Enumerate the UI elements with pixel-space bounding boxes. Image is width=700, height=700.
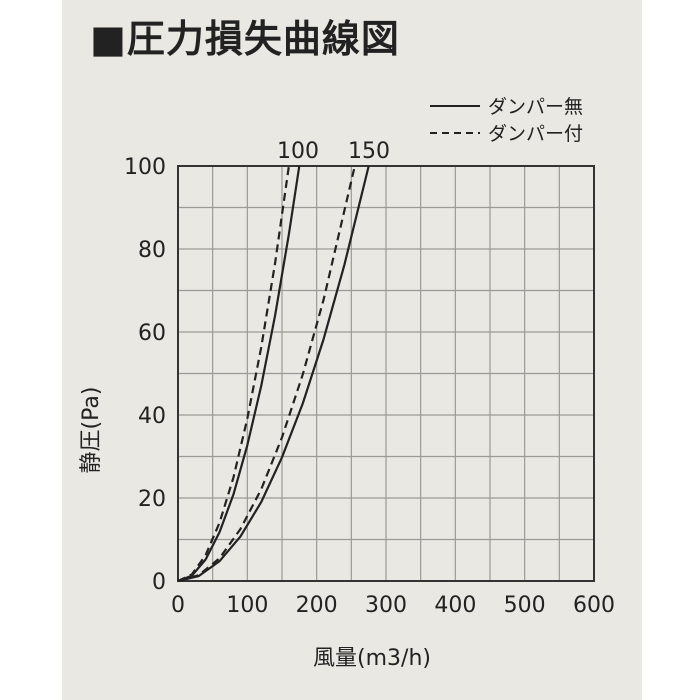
y-tick-label: 20 <box>138 487 166 512</box>
x-tick-label: 600 <box>573 593 615 618</box>
curve-100-solid <box>177 165 301 583</box>
x-tick-label: 500 <box>504 593 546 618</box>
y-axis-label: 静圧(Pa) <box>79 387 104 474</box>
legend-label-no-damper: ダンパー無 <box>488 96 583 118</box>
y-tick-label: 80 <box>138 238 166 263</box>
x-tick-label: 0 <box>171 593 185 618</box>
curve-label-100: 100 <box>277 139 319 164</box>
x-axis-label: 風量(m3/h) <box>313 646 431 671</box>
y-tick-label: 60 <box>138 321 166 346</box>
chart-title: ■圧力損失曲線図 <box>90 17 400 61</box>
x-tick-label: 100 <box>226 593 268 618</box>
y-tick-label: 100 <box>124 155 166 180</box>
plot-frame <box>177 165 595 582</box>
curve-150-solid <box>177 165 370 583</box>
curve-label-150: 150 <box>348 139 390 164</box>
tick-labels: 0 100 200 300 400 500 600 0 20 40 60 80 100 <box>124 155 615 618</box>
chart-panel <box>62 0 642 700</box>
curve-100-dashed <box>177 165 290 582</box>
x-tick-label: 300 <box>365 593 407 618</box>
y-tick-label: 40 <box>138 404 166 429</box>
x-tick-label: 200 <box>296 593 338 618</box>
curve-150-dashed <box>177 165 356 583</box>
y-tick-label: 0 <box>152 570 166 595</box>
curves <box>177 165 370 583</box>
grid-lines <box>178 166 594 581</box>
legend-label-with-damper: ダンパー付 <box>488 123 583 145</box>
x-tick-label: 400 <box>434 593 476 618</box>
